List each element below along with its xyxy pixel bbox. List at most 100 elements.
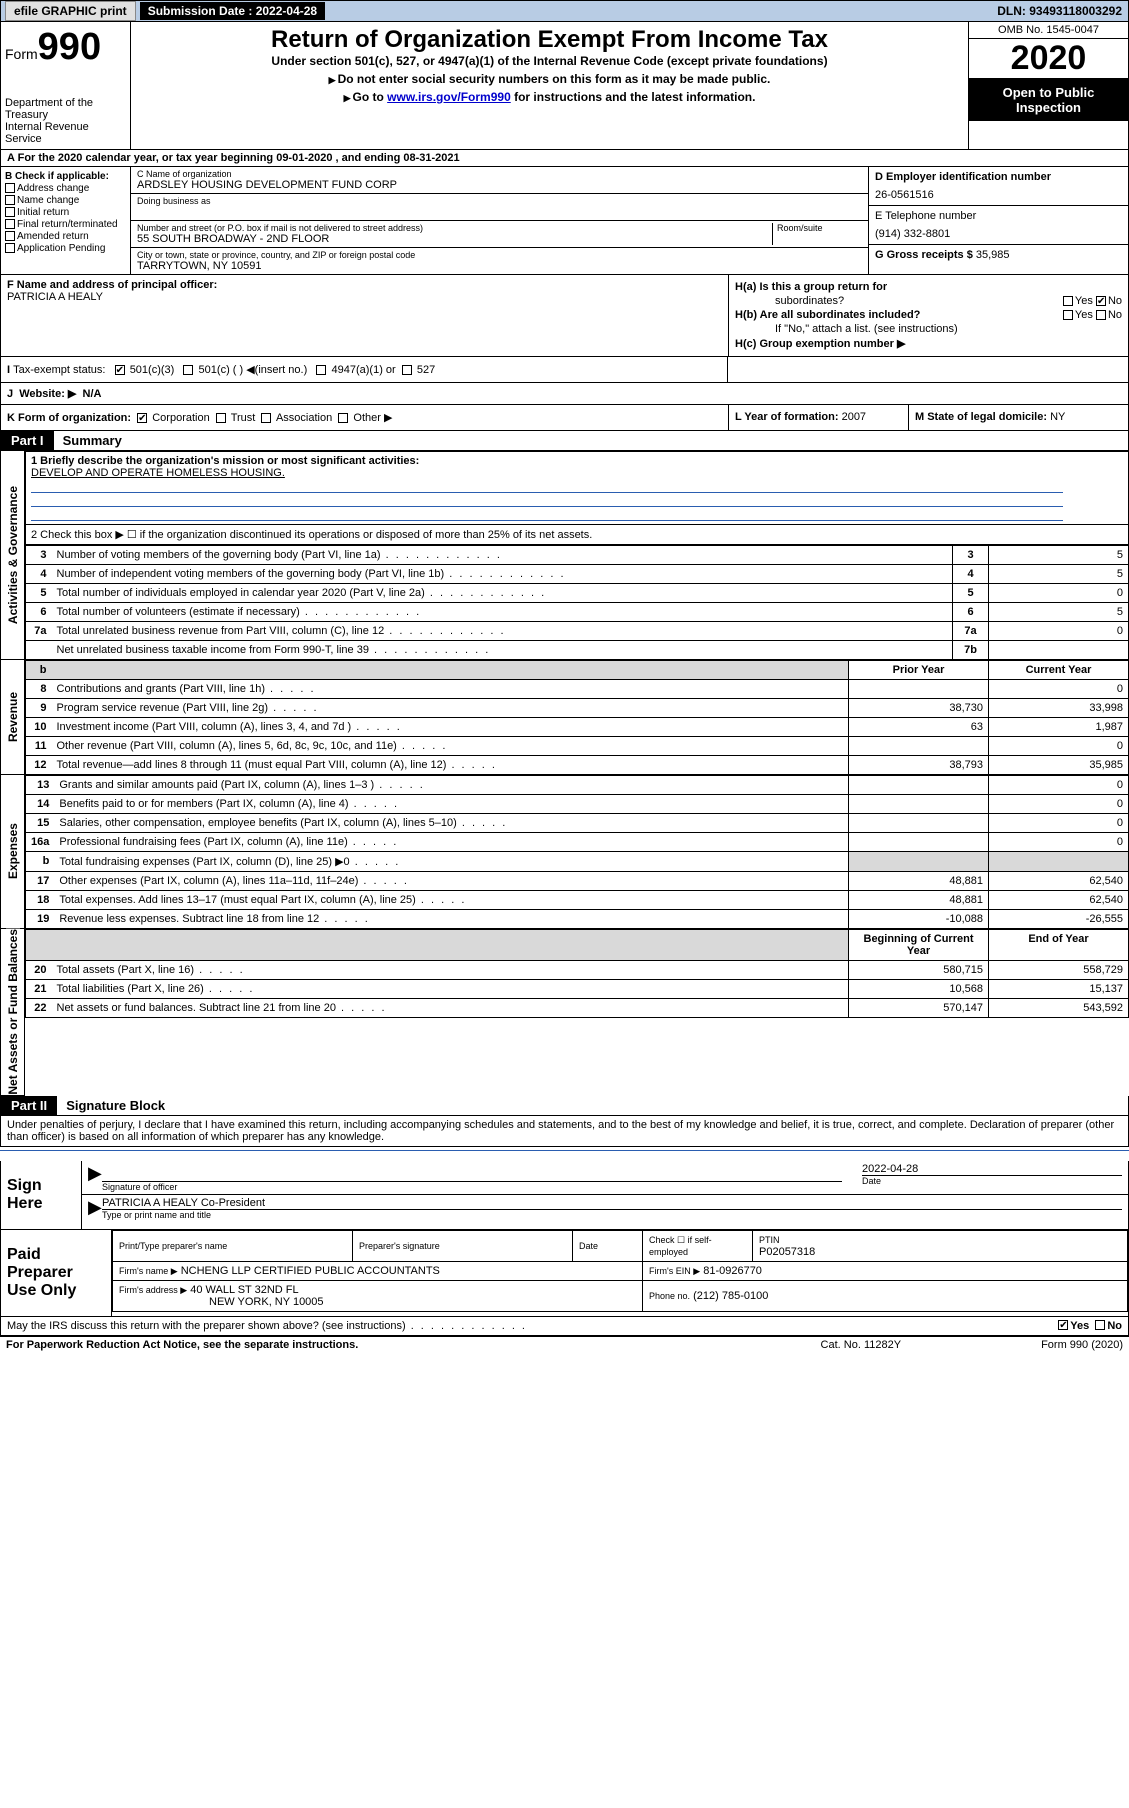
line-a: A For the 2020 calendar year, or tax yea… [0,150,1129,167]
discuss-no[interactable] [1095,1320,1105,1330]
part1-bar: Part I Summary [0,431,1129,451]
side-netassets: Net Assets or Fund Balances [1,929,25,1096]
part1-title: Summary [63,433,122,448]
hb-no[interactable] [1096,310,1106,320]
note-no-ssn: Do not enter social security numbers on … [141,72,958,86]
chk-527[interactable] [402,365,412,375]
chk-initial-return[interactable]: Initial return [5,207,126,218]
firm-phone: (212) 785-0100 [693,1290,768,1302]
expenses-table: 13Grants and similar amounts paid (Part … [25,775,1129,929]
ein-value: 26-0561516 [875,189,1122,201]
tax-exempt-row: I Tax-exempt status: 501(c)(3) 501(c) ( … [1,357,728,382]
mission-text: DEVELOP AND OPERATE HOMELESS HOUSING. [31,467,285,479]
netassets-section: Net Assets or Fund Balances Beginning of… [0,929,1129,1096]
form-subtitle: Under section 501(c), 527, or 4947(a)(1)… [141,54,958,68]
sign-here-label: Sign Here [1,1161,81,1229]
chk-pending[interactable]: Application Pending [5,243,126,254]
room-label: Room/suite [777,223,862,233]
form-number: 990 [38,26,101,68]
ha-yes[interactable] [1063,296,1073,306]
side-revenue: Revenue [1,660,25,775]
hb-yes[interactable] [1063,310,1073,320]
netassets-table: Beginning of Current YearEnd of Year20To… [25,929,1129,1018]
paid-preparer-label: Paid Preparer Use Only [1,1230,111,1316]
chk-other[interactable] [338,413,348,423]
sig-date-label: Date [862,1175,1122,1186]
firm-addr2: NEW YORK, NY 10005 [209,1296,324,1308]
footer-cat: Cat. No. 11282Y [821,1339,902,1351]
chk-trust[interactable] [216,413,226,423]
chk-address-change[interactable]: Address change [5,183,126,194]
officer-name: PATRICIA A HEALY [7,291,103,303]
tel-value: (914) 332-8801 [875,228,1122,240]
revenue-section: Revenue bPrior YearCurrent Year8Contribu… [0,660,1129,775]
paid-preparer-section: Paid Preparer Use Only Print/Type prepar… [0,1230,1129,1317]
preparer-table: Print/Type preparer's name Preparer's si… [112,1230,1128,1312]
tel-label: E Telephone number [875,210,976,222]
gross-value: 35,985 [976,249,1010,261]
revenue-table: bPrior YearCurrent Year8Contributions an… [25,660,1129,775]
website-value: N/A [83,388,102,400]
chk-assoc[interactable] [261,413,271,423]
ein-label: D Employer identification number [875,171,1051,183]
governance-table: 3Number of voting members of the governi… [25,545,1129,660]
year-formation: L Year of formation: 2007 [728,405,908,430]
chk-final-return[interactable]: Final return/terminated [5,219,126,230]
part2-bar: Part II Signature Block [0,1096,1129,1116]
chk-501c3[interactable] [115,365,125,375]
top-bar: efile GRAPHIC print Submission Date : 20… [0,0,1129,22]
mission-table: 1 Briefly describe the organization's mi… [25,451,1129,545]
ha-no[interactable] [1096,296,1106,306]
dln: DLN: 93493118003292 [997,4,1122,18]
type-name-label: Type or print name and title [102,1209,1122,1220]
penalties-text: Under penalties of perjury, I declare th… [0,1116,1129,1147]
form-of-org: K Form of organization: Corporation Trus… [1,405,728,430]
col-h: H(a) Is this a group return for subordin… [728,275,1128,356]
governance-section: Activities & Governance 1 Briefly descri… [0,451,1129,660]
ptin: P02057318 [759,1246,815,1258]
form-word: Form [5,46,38,62]
chk-501c[interactable] [183,365,193,375]
col-f: F Name and address of principal officer:… [1,275,728,356]
sig-arrow2-icon: ▶ [88,1197,102,1220]
org-name-label: C Name of organization [137,169,862,179]
block-bcd: B Check if applicable: Address change Na… [0,167,1129,275]
chk-name-change[interactable]: Name change [5,195,126,206]
sign-section: Sign Here ▶ Signature of officer 2022-04… [0,1161,1129,1230]
chk-4947[interactable] [316,365,326,375]
sig-date: 2022-04-28 [862,1163,1122,1175]
side-expenses: Expenses [1,775,25,929]
form-title: Return of Organization Exempt From Incom… [141,26,958,54]
discuss-yes[interactable] [1058,1320,1068,1330]
firm-addr1: 40 WALL ST 32ND FL [190,1284,298,1296]
sig-arrow-icon: ▶ [88,1163,102,1192]
note-goto: Go to www.irs.gov/Form990 for instructio… [141,90,958,104]
col-d: D Employer identification number 26-0561… [868,167,1128,274]
block-klm: K Form of organization: Corporation Trus… [0,405,1129,431]
form-header: Form990 Department of the Treasury Inter… [0,22,1129,150]
block-i: I Tax-exempt status: 501(c)(3) 501(c) ( … [0,357,1129,383]
officer-typed-name: PATRICIA A HEALY Co-President [102,1197,1122,1209]
tax-year: 2020 [969,39,1128,79]
hc-right [728,357,1128,382]
submission-date: Submission Date : 2022-04-28 [140,2,325,20]
department: Department of the Treasury Internal Reve… [5,97,126,145]
sig-officer-label: Signature of officer [102,1181,842,1192]
chk-amended[interactable]: Amended return [5,231,126,242]
website-row: J Website: ▶ N/A [0,383,1129,405]
form990-link[interactable]: www.irs.gov/Form990 [387,90,511,104]
footer-left: For Paperwork Reduction Act Notice, see … [6,1339,821,1351]
footer: For Paperwork Reduction Act Notice, see … [0,1336,1129,1353]
expenses-section: Expenses 13Grants and similar amounts pa… [0,775,1129,929]
header-center: Return of Organization Exempt From Incom… [131,22,968,149]
firm-name: NCHENG LLP CERTIFIED PUBLIC ACCOUNTANTS [181,1265,440,1277]
header-right: OMB No. 1545-0047 2020 Open to Public In… [968,22,1128,149]
addr-label: Number and street (or P.O. box if mail i… [137,223,772,233]
firm-ein: 81-0926770 [703,1265,762,1277]
line2: 2 Check this box ▶ ☐ if the organization… [26,525,1129,545]
chk-corp[interactable] [137,413,147,423]
omb-number: OMB No. 1545-0047 [969,22,1128,39]
efile-label: efile GRAPHIC print [5,1,136,21]
block-fh: F Name and address of principal officer:… [0,275,1129,357]
part2-title: Signature Block [66,1098,165,1113]
